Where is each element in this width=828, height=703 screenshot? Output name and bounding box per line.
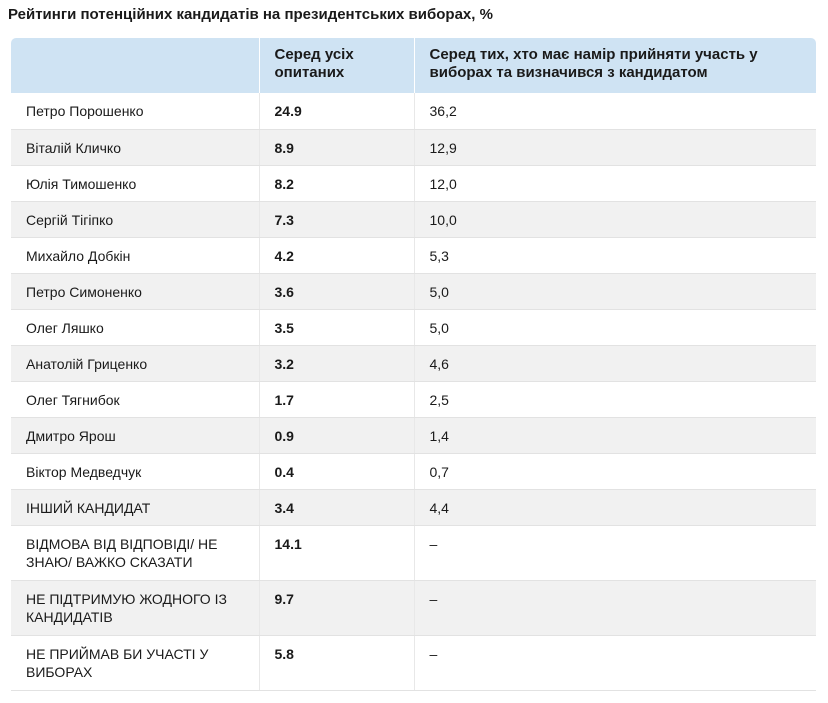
candidate-name-cell: Анатолій Гриценко	[11, 345, 259, 382]
candidate-name-cell: ІНШИЙ КАНДИДАТ	[11, 489, 259, 526]
decided-voters-value-cell: 12,9	[413, 129, 816, 166]
candidate-name-cell: Олег Ляшко	[11, 309, 259, 346]
decided-voters-value-cell: 5,0	[413, 273, 816, 310]
decided-voters-value-cell: 5,3	[413, 237, 816, 274]
all-respondents-value-cell: 5.8	[258, 635, 414, 691]
table-row: ІНШИЙ КАНДИДАТ 3.4 4,4	[11, 489, 816, 526]
table-row: Петро Симоненко 3.6 5,0	[11, 273, 816, 310]
table-row: Сергій Тігіпко 7.3 10,0	[11, 201, 816, 238]
decided-voters-value-cell: 36,2	[413, 93, 816, 130]
candidate-name-cell: Михайло Добкін	[11, 237, 259, 274]
candidate-name-cell: Сергій Тігіпко	[11, 201, 259, 238]
decided-voters-value-cell: 4,4	[413, 489, 816, 526]
all-respondents-value-cell: 0.9	[258, 417, 414, 454]
candidate-name-cell: Юлія Тимошенко	[11, 165, 259, 202]
candidate-name-cell: Віталій Кличко	[11, 129, 259, 166]
header-candidate	[11, 38, 259, 93]
all-respondents-value-cell: 8.9	[258, 129, 414, 166]
decided-voters-value-cell: 1,4	[413, 417, 816, 454]
candidate-name-cell: Петро Симоненко	[11, 273, 259, 310]
table-body: Петро Порошенко 24.9 36,2 Віталій Кличко 8.9…	[11, 93, 816, 691]
table-row: Юлія Тимошенко 8.2 12,0	[11, 165, 816, 202]
decided-voters-value-cell: 4,6	[413, 345, 816, 382]
table-row: Дмитро Ярош 0.9 1,4	[11, 417, 816, 454]
candidate-name-cell: НЕ ПРИЙМАВ БИ УЧАСТІ У ВИБОРАХ	[11, 635, 259, 691]
all-respondents-value-cell: 3.5	[258, 309, 414, 346]
decided-voters-value-cell: 12,0	[413, 165, 816, 202]
table-title: Рейтинги потенційних кандидатів на прези…	[8, 6, 493, 23]
candidate-name-cell: Дмитро Ярош	[11, 417, 259, 454]
candidate-name-cell: Олег Тягнибок	[11, 381, 259, 418]
header-decided-voters: Серед тих, хто має намір прийняти участь…	[413, 38, 816, 93]
decided-voters-value-cell: –	[413, 580, 816, 636]
table-row: НЕ ПРИЙМАВ БИ УЧАСТІ У ВИБОРАХ 5.8–	[11, 635, 816, 691]
decided-voters-value-cell: –	[413, 525, 816, 581]
table-row: Анатолій Гриценко 3.2 4,6	[11, 345, 816, 382]
decided-voters-value-cell: 5,0	[413, 309, 816, 346]
header-all-respondents: Серед усіх опитаних	[258, 38, 414, 93]
all-respondents-value-cell: 3.2	[258, 345, 414, 382]
all-respondents-value-cell: 14.1	[258, 525, 414, 581]
decided-voters-value-cell: –	[413, 635, 816, 691]
table-row: Михайло Добкін 4.2 5,3	[11, 237, 816, 274]
table-header-row: Серед усіх опитаних Серед тих, хто має н…	[11, 38, 816, 93]
all-respondents-value-cell: 24.9	[258, 93, 414, 130]
decided-voters-value-cell: 10,0	[413, 201, 816, 238]
table-row: Петро Порошенко 24.9 36,2	[11, 93, 816, 130]
decided-voters-value-cell: 2,5	[413, 381, 816, 418]
all-respondents-value-cell: 4.2	[258, 237, 414, 274]
table-row: НЕ ПІДТРИМУЮ ЖОДНОГО ІЗ КАНДИДАТІВ 9.7–	[11, 580, 816, 636]
decided-voters-value-cell: 0,7	[413, 453, 816, 490]
candidate-name-cell: Віктор Медведчук	[11, 453, 259, 490]
all-respondents-value-cell: 7.3	[258, 201, 414, 238]
all-respondents-value-cell: 3.4	[258, 489, 414, 526]
table-row: ВІДМОВА ВІД ВІДПОВІДІ/ НЕ ЗНАЮ/ ВАЖКО СК…	[11, 525, 816, 581]
all-respondents-value-cell: 1.7	[258, 381, 414, 418]
candidate-name-cell: Петро Порошенко	[11, 93, 259, 130]
ratings-table: Серед усіх опитаних Серед тих, хто має н…	[11, 38, 816, 691]
all-respondents-value-cell: 8.2	[258, 165, 414, 202]
table-row: Віктор Медведчук 0.4 0,7	[11, 453, 816, 490]
table-row: Віталій Кличко 8.9 12,9	[11, 129, 816, 166]
table-row: Олег Тягнибок 1.7 2,5	[11, 381, 816, 418]
all-respondents-value-cell: 9.7	[258, 580, 414, 636]
candidate-name-cell: ВІДМОВА ВІД ВІДПОВІДІ/ НЕ ЗНАЮ/ ВАЖКО СК…	[11, 525, 259, 581]
all-respondents-value-cell: 3.6	[258, 273, 414, 310]
all-respondents-value-cell: 0.4	[258, 453, 414, 490]
table-row: Олег Ляшко 3.5 5,0	[11, 309, 816, 346]
candidate-name-cell: НЕ ПІДТРИМУЮ ЖОДНОГО ІЗ КАНДИДАТІВ	[11, 580, 259, 636]
